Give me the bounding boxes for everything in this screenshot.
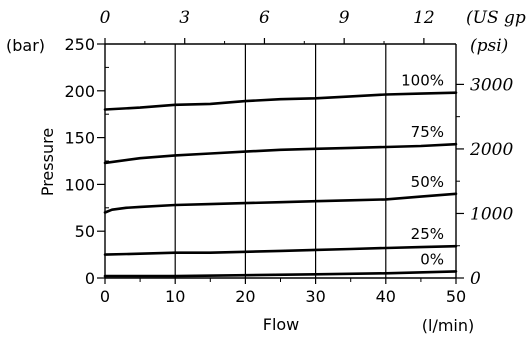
- top-tick-label-6: 6: [259, 8, 270, 28]
- axes: [97, 38, 464, 284]
- series-label-100pct: 100%: [401, 72, 444, 90]
- series-lines: [103, 91, 458, 278]
- x-axis-label: Flow: [263, 315, 300, 334]
- series-line-50pct: [103, 192, 458, 214]
- x-tick-label-0: 0: [100, 287, 110, 306]
- y-tick-label-250: 250: [64, 35, 95, 54]
- x-tick-label-20: 20: [235, 287, 255, 306]
- series-label-25pct: 25%: [411, 225, 444, 243]
- right-tick-label-2000: 2000: [469, 140, 513, 160]
- series-line-25pct: [103, 244, 458, 256]
- y-tick-label-0: 0: [85, 269, 95, 288]
- right-axis-unit: (psi): [470, 36, 508, 56]
- x-tick-label-30: 30: [305, 287, 325, 306]
- series-label-0pct: 0%: [420, 250, 444, 268]
- y-tick-label-200: 200: [64, 82, 95, 101]
- y-tick-label-150: 150: [64, 129, 95, 148]
- grid: [174, 44, 387, 278]
- top-tick-label-9: 9: [339, 8, 350, 28]
- x-tick-label-40: 40: [376, 287, 396, 306]
- top-axis-unit: (US gpm): [466, 8, 527, 28]
- labels: (bar) Pressure Flow (l/min) (US gpm) (ps…: [6, 8, 527, 335]
- series-label-75pct: 75%: [411, 123, 444, 141]
- series-label-50pct: 50%: [411, 173, 444, 191]
- y-tick-label-100: 100: [64, 175, 95, 194]
- x-tick-label-50: 50: [446, 287, 466, 306]
- right-tick-label-0: 0: [470, 269, 481, 289]
- series-line-75pct: [103, 142, 458, 165]
- top-tick-label-3: 3: [179, 8, 190, 28]
- y-axis-unit: (bar): [6, 36, 45, 55]
- y-axis-label: Pressure: [38, 128, 57, 196]
- series-line-0pct: [103, 270, 458, 278]
- right-tick-label-1000: 1000: [470, 204, 513, 224]
- y-tick-label-50: 50: [75, 222, 95, 241]
- series-line-100pct: [103, 91, 458, 111]
- top-tick-label-12: 12: [413, 8, 435, 28]
- x-axis-unit: (l/min): [422, 316, 475, 335]
- x-tick-label-10: 10: [165, 287, 185, 306]
- top-tick-label-0: 0: [100, 8, 111, 28]
- right-tick-label-3000: 3000: [470, 75, 513, 95]
